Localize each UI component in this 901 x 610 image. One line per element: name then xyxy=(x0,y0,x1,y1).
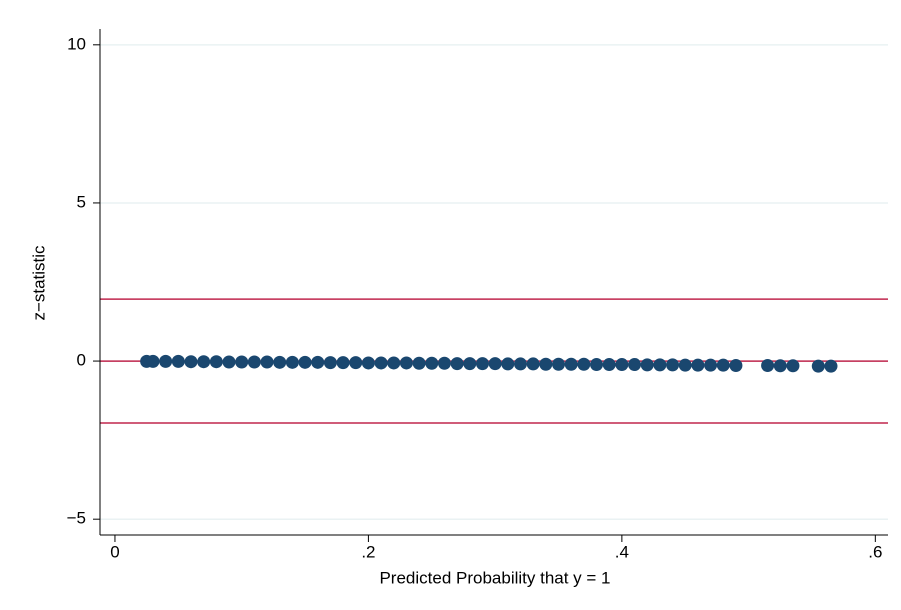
x-tick-label: .6 xyxy=(868,542,882,561)
point xyxy=(159,354,173,368)
point xyxy=(539,357,553,371)
point xyxy=(298,355,312,369)
point xyxy=(235,355,249,369)
point xyxy=(501,357,515,371)
point xyxy=(260,355,274,369)
x-tick-label: .2 xyxy=(361,542,375,561)
y-tick-label: −5 xyxy=(67,509,86,528)
point xyxy=(811,359,825,373)
point xyxy=(786,359,800,373)
point xyxy=(146,354,160,368)
point xyxy=(615,358,629,372)
point xyxy=(475,357,489,371)
point xyxy=(526,357,540,371)
point xyxy=(336,356,350,370)
point xyxy=(564,357,578,371)
point xyxy=(653,358,667,372)
y-tick-label: 0 xyxy=(77,351,86,370)
point xyxy=(412,356,426,370)
point xyxy=(488,357,502,371)
point xyxy=(323,356,337,370)
point xyxy=(602,358,616,372)
point xyxy=(197,355,211,369)
point xyxy=(666,358,680,372)
point xyxy=(247,355,261,369)
point xyxy=(209,355,223,369)
point xyxy=(361,356,375,370)
point xyxy=(704,358,718,372)
point xyxy=(437,356,451,370)
x-tick-label: 0 xyxy=(110,542,119,561)
point xyxy=(628,358,642,372)
point xyxy=(285,355,299,369)
point xyxy=(171,354,185,368)
point xyxy=(374,356,388,370)
point xyxy=(552,357,566,371)
point xyxy=(387,356,401,370)
point xyxy=(678,358,692,372)
point xyxy=(184,355,198,369)
point xyxy=(349,356,363,370)
point xyxy=(716,358,730,372)
point xyxy=(463,357,477,371)
point xyxy=(577,357,591,371)
point xyxy=(773,359,787,373)
x-axis-label: Predicted Probability that y = 1 xyxy=(379,568,610,587)
x-tick-label: .4 xyxy=(615,542,629,561)
point xyxy=(450,357,464,371)
point xyxy=(273,355,287,369)
y-tick-label: 5 xyxy=(77,192,86,211)
point xyxy=(691,358,705,372)
point xyxy=(590,358,604,372)
y-axis-label: z−statistic xyxy=(29,245,48,321)
point xyxy=(425,356,439,370)
point xyxy=(311,355,325,369)
point xyxy=(513,357,527,371)
point xyxy=(222,355,236,369)
point xyxy=(399,356,413,370)
point xyxy=(761,358,775,372)
y-tick-label: 10 xyxy=(67,34,86,53)
point xyxy=(824,359,838,373)
point xyxy=(729,358,743,372)
point xyxy=(640,358,654,372)
